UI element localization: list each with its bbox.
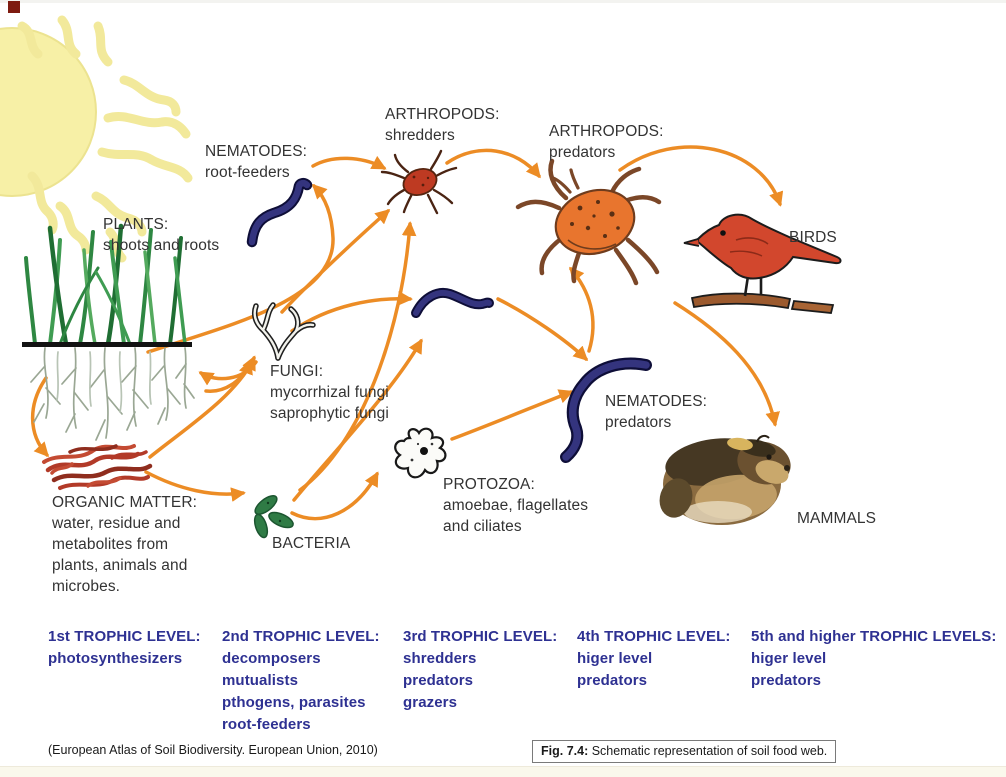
arrow-shredders-to-predator-arthropods (445, 148, 541, 179)
arrow-predator-arthropods-to-birds (618, 145, 784, 207)
protozoa-label: PROTOZOA: amoebae, flagellates and cilia… (443, 476, 589, 535)
sun-icon (0, 15, 193, 263)
nematode-predator-illustration (560, 357, 652, 463)
soil-line (22, 342, 192, 347)
mammal-eye (766, 454, 772, 460)
arrow-organic-matter-to-bacteria (144, 470, 246, 502)
arrow-protozoa-to-predator-nematodes (450, 389, 574, 441)
nematodes-predators-label: NEMATODES: predators (605, 393, 708, 431)
figure-caption-box: Fig. 7.4: Schematic representation of so… (532, 740, 837, 763)
bird-eye (720, 230, 726, 236)
arthropods-shredders-label: ARTHROPODS: shredders (385, 106, 500, 144)
fungi-illustration (251, 302, 316, 361)
trophic-level-2: 2nd TROPHIC LEVEL: decomposers mutualist… (222, 628, 380, 733)
mammals-label: MAMMALS (797, 510, 877, 527)
bird-beak (683, 238, 700, 247)
branch-piece (790, 300, 835, 314)
bird-illustration (683, 213, 842, 314)
mammal-ear (756, 434, 770, 443)
figure-number: Fig. 7.4: (541, 744, 589, 758)
arrow-roots-to-organic-matter (30, 376, 49, 458)
bacteria-illustration (253, 495, 294, 539)
fungi-label: FUNGI: mycorrhizal fungi saprophytic fun… (270, 363, 389, 422)
source-caption: (European Atlas of Soil Biodiversity. Eu… (48, 743, 378, 757)
arrow-organic-matter-to-fungi (148, 355, 256, 459)
arrow-bacteria-to-shredders (298, 221, 417, 492)
trophic-level-4: 4th TROPHIC LEVEL: higer level predators (577, 628, 731, 689)
figure-caption-text: Schematic representation of soil food we… (588, 744, 828, 758)
arthropod-shredder-illustration (380, 149, 458, 215)
nematodes-root-feeders-label: NEMATODES: root-feeders (205, 143, 308, 181)
branch (690, 292, 792, 310)
arrow-nematode-to-predator-nematodes (496, 297, 589, 362)
bacteria-label: BACTERIA (272, 535, 351, 552)
mammal-illustration (659, 434, 791, 525)
arrow-birds-to-mammals (673, 301, 780, 427)
organic-matter-illustration (42, 444, 153, 490)
trophic-level-5: 5th and higher TROPHIC LEVELS: higer lev… (751, 628, 997, 689)
arrow-bacteria-to-protozoa (290, 471, 379, 521)
trophic-level-3: 3rd TROPHIC LEVEL: shredders predators g… (403, 628, 558, 711)
arthropods-predators-label: ARTHROPODS: predators (549, 123, 664, 161)
top-edge-strip (0, 0, 1006, 3)
protozoa-illustration (394, 427, 447, 479)
organic-matter-label: ORGANIC MATTER: water, residue and metab… (52, 494, 198, 595)
arrow-fungi-to-shredders (280, 209, 391, 314)
arthropod-predator-illustration (515, 158, 662, 286)
plants-illustration (22, 223, 195, 441)
bottom-edge-strip (0, 766, 1006, 777)
trophic-level-1: 1st TROPHIC LEVEL: photosynthesizers (48, 628, 201, 667)
mammal-nose (784, 465, 790, 471)
grass-blades (24, 223, 187, 347)
nematode-root-feeder-illustration (246, 177, 313, 248)
protozoa-nucleus (420, 447, 428, 455)
corner-red-mark (8, 1, 20, 13)
arrow-root-feeders-to-shredders (311, 155, 387, 170)
nematode-mid-illustration (411, 288, 494, 318)
arrow-predator-nematodes-to-predator-arthropods (569, 266, 595, 353)
sun-rays (17, 15, 193, 263)
birds-label: BIRDS (789, 229, 837, 246)
roots-illustration (30, 347, 195, 441)
plants-label: PLANTS: shoots and roots (103, 216, 220, 254)
